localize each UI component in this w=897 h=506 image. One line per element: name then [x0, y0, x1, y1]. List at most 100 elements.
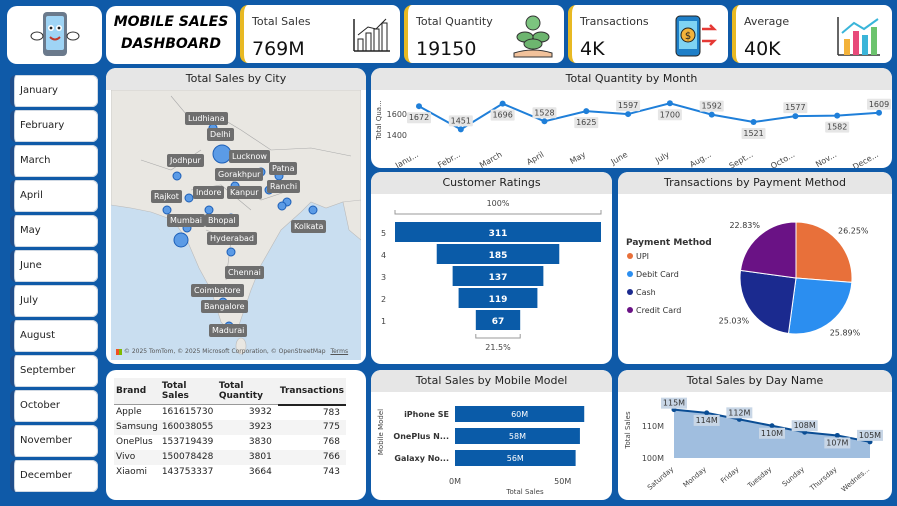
data-point — [704, 410, 710, 416]
data-label: 1696 — [492, 111, 512, 120]
series-line — [418, 102, 880, 131]
cell-total-quantity: 3664 — [248, 467, 272, 477]
cell-total-sales: 143753337 — [161, 467, 214, 477]
cell-transactions: 768 — [322, 437, 340, 447]
quantity-line-chart[interactable]: Total Qua... 1400 1600 1672 Janu... 1451 Febr.… — [371, 90, 892, 168]
month-button-december[interactable]: December — [10, 460, 98, 492]
ratings-funnel-chart[interactable]: 100% 311 5 185 4 137 3 119 2 67 1 21.5% — [371, 194, 612, 364]
data-point — [625, 111, 632, 118]
dashboard-title-line2: DASHBOARD — [120, 36, 222, 52]
kpi-label: Total Sales — [252, 15, 311, 28]
data-label-bg — [448, 115, 473, 127]
phone-payment-icon: $ — [675, 15, 718, 57]
month-button-july[interactable]: July — [10, 285, 98, 317]
x-tick-label: Febr... — [436, 150, 462, 168]
table-row: Vivo 150078428 3801 766 — [114, 449, 346, 465]
x-tick-label: Wednes... — [840, 465, 871, 493]
cell-transactions: 743 — [322, 467, 340, 477]
legend-label: Cash — [636, 288, 656, 297]
table-row: Samsung 160038055 3923 775 — [114, 419, 346, 435]
dashboard-title-line1: MOBILE SALES — [113, 14, 229, 30]
funnel-bar — [436, 244, 560, 264]
col-header-transactions[interactable]: Transactions — [277, 378, 346, 406]
pie-data-label: 25.03% — [719, 316, 750, 325]
x-tick-label: July — [653, 150, 671, 166]
city-label: Ranchi — [267, 180, 301, 193]
x-tick-label: May — [568, 150, 587, 166]
city-label: Ludhiana — [185, 112, 228, 125]
col-header-total-sales[interactable]: Total Sales — [159, 378, 217, 405]
month-button-june[interactable]: June — [10, 250, 98, 282]
x-tick-label: Octo... — [769, 150, 796, 168]
table-row: OnePlus 153719439 3830 768 — [114, 435, 346, 450]
city-label: Lucknow — [229, 150, 270, 163]
bar-chart-icon — [353, 18, 390, 52]
data-label-bg — [574, 117, 599, 129]
y-axis-label: Total Qua... — [375, 100, 383, 140]
data-point — [708, 111, 715, 118]
funnel-bar — [458, 288, 538, 308]
city-label: Indore — [193, 186, 225, 199]
data-label-bg — [699, 100, 724, 112]
data-point — [876, 109, 882, 116]
col-header-brand[interactable]: Brand — [114, 378, 160, 405]
data-point — [834, 112, 841, 119]
map-terms-link[interactable]: Terms — [330, 348, 349, 355]
month-button-march[interactable]: March — [10, 145, 98, 177]
bar — [455, 428, 580, 444]
day-area-chart[interactable]: Total Sales 100M 110M 115M Saturday 114M Monda… — [618, 392, 892, 500]
data-label: 1700 — [660, 110, 680, 119]
month-button-august[interactable]: August — [10, 320, 98, 352]
cell-total-quantity: 3932 — [248, 407, 272, 418]
month-button-january[interactable]: January — [10, 75, 98, 107]
sales-by-day-card: Total Sales by Day Name Total Sales 100M 1… — [618, 370, 892, 500]
payment-method-card: Transactions by Payment Method Payment M… — [618, 172, 892, 364]
x-tick-label: Monday — [682, 465, 708, 489]
x-tick-label: March — [478, 150, 504, 168]
city-label: Coimbatore — [191, 284, 244, 297]
month-button-may[interactable]: May — [10, 215, 98, 247]
city-label: Delhi — [207, 128, 234, 141]
cell-brand: OnePlus — [116, 437, 153, 447]
microsoft-logo-icon — [116, 348, 122, 355]
data-point — [750, 119, 757, 126]
kpi-value: 19150 — [416, 38, 477, 60]
legend-marker — [627, 271, 633, 277]
map-copyright: © 2025 TomTom, © 2025 Microsoft Corporat… — [123, 348, 326, 355]
model-bar-chart[interactable]: Mobile Model 60M iPhone SE 58M OnePlus N... 5… — [371, 392, 612, 500]
data-label-bg — [657, 109, 682, 121]
city-label: Bangalore — [201, 300, 248, 313]
data-point — [499, 100, 506, 107]
month-button-october[interactable]: October — [10, 390, 98, 422]
chart-title: Customer Ratings — [371, 172, 612, 194]
data-label-bg — [791, 420, 818, 432]
data-label: 1597 — [618, 101, 638, 110]
payment-pie-chart[interactable]: 26.25% 25.89% 25.03% 22.83% UPI Debit Card Cas… — [618, 194, 892, 364]
money-stack-icon — [513, 15, 553, 58]
bar-category-label: iPhone SE — [404, 410, 449, 419]
month-button-september[interactable]: September — [10, 355, 98, 387]
x-tick-label: Thursday — [808, 465, 839, 493]
data-label: 105M — [859, 431, 881, 440]
data-point — [541, 118, 548, 125]
funnel-category-label: 1 — [381, 317, 386, 326]
x-tick-label: Saturday — [646, 465, 675, 491]
pie-slice — [739, 221, 797, 279]
month-button-february[interactable]: February — [10, 110, 98, 142]
kpi-transactions: Transactions 4K $ — [568, 5, 728, 63]
col-header-total-quantity[interactable]: Total Quantity — [216, 378, 278, 405]
legend-marker — [627, 307, 633, 313]
x-tick-label: April — [525, 150, 545, 167]
month-button-april[interactable]: April — [10, 180, 98, 212]
funnel-category-label: 4 — [381, 251, 386, 260]
data-point — [666, 100, 673, 107]
cell-total-sales: 153719439 — [161, 437, 214, 447]
funnel-bottom-label: 21.5% — [485, 343, 511, 352]
cell-brand: Vivo — [114, 449, 160, 465]
table-row: Apple 161615730 3932 783 — [114, 405, 346, 420]
bar-value-label: 60M — [511, 410, 528, 419]
kpi-label: Average — [744, 15, 790, 28]
month-button-november[interactable]: November — [10, 425, 98, 457]
legend-label: Debit Card — [636, 270, 679, 279]
bar-category-label: OnePlus N... — [393, 432, 449, 441]
